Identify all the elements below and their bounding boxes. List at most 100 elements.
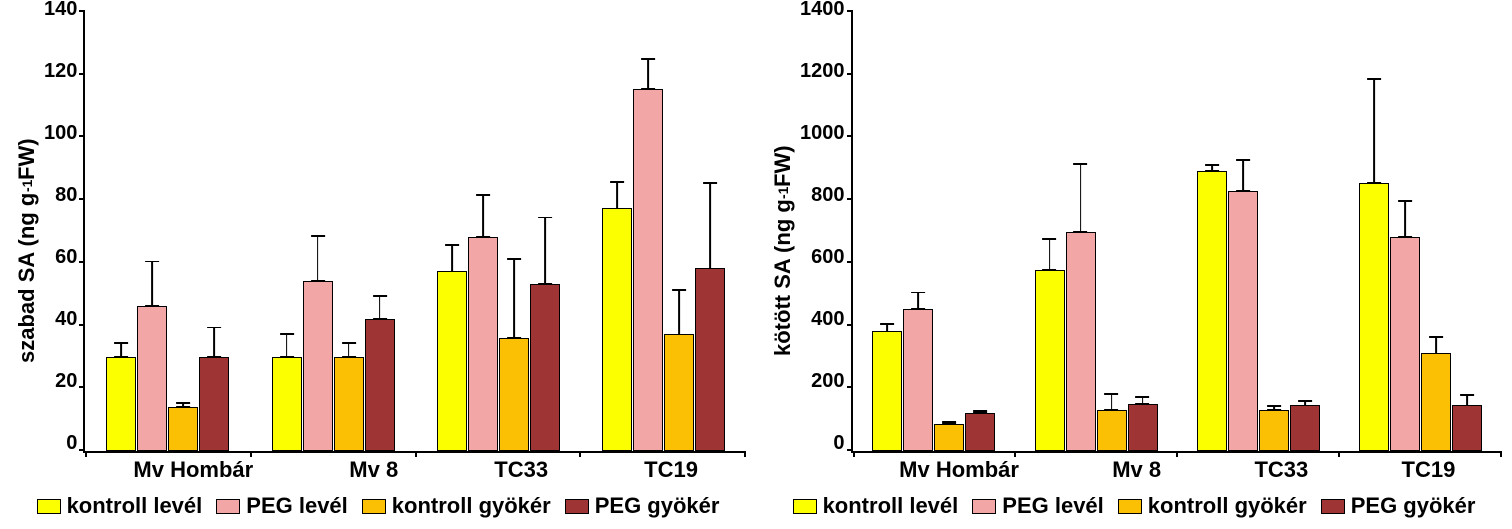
legend: kontroll levélPEG levélkontroll gyökérPE… <box>766 491 1502 519</box>
x-label: TC33 <box>1254 457 1308 483</box>
bar-group <box>601 10 725 451</box>
bar <box>1035 270 1065 451</box>
legend-swatch <box>1118 499 1142 514</box>
x-label: TC33 <box>494 457 548 483</box>
legend-label: PEG gyökér <box>595 493 720 519</box>
error-bar <box>121 342 123 357</box>
error-bar <box>1242 159 1244 192</box>
bar-groups <box>85 10 746 451</box>
x-label: Mv 8 <box>1112 457 1161 483</box>
error-bar <box>616 181 618 209</box>
y-tick-label: 140 <box>44 0 77 19</box>
error-bar <box>183 402 185 408</box>
y-tick-label: 20 <box>55 371 77 391</box>
error-bar <box>451 244 453 272</box>
bar <box>334 357 364 452</box>
bar-group <box>271 10 395 451</box>
bar <box>1128 404 1158 451</box>
y-axis-label: kötött SA (ng g-1 FW) <box>766 10 800 491</box>
x-label: Mv Hombár <box>899 457 1019 483</box>
bar <box>1197 171 1227 451</box>
bar <box>530 284 560 451</box>
y-tick-label: 40 <box>55 309 77 329</box>
legend-item: PEG gyökér <box>565 493 720 519</box>
legend-item: kontroll gyökér <box>362 493 551 519</box>
x-label: Mv 8 <box>349 457 398 483</box>
y-axis-label: szabad SA (ng g-1 FW) <box>10 10 44 491</box>
y-tick-label: 1400 <box>800 0 845 19</box>
x-label: TC19 <box>1402 457 1456 483</box>
error-bar <box>379 295 381 320</box>
chart-szabad: szabad SA (ng g-1 FW)140120100806040200M… <box>10 10 746 519</box>
bar <box>1421 353 1451 451</box>
error-bar <box>1373 78 1375 184</box>
legend-item: PEG levél <box>216 493 348 519</box>
error-bar <box>1404 200 1406 237</box>
legend-item: PEG gyökér <box>1321 493 1476 519</box>
error-bar <box>544 217 546 285</box>
x-labels: Mv Hombár Mv 8 TC33 TC19 <box>85 451 746 483</box>
bar <box>499 338 529 451</box>
legend-swatch <box>216 499 240 514</box>
error-bar <box>286 333 288 358</box>
chart-area: szabad SA (ng g-1 FW)140120100806040200M… <box>10 10 746 491</box>
bar-group <box>106 10 230 451</box>
bar-group <box>1034 10 1158 451</box>
bar <box>1390 237 1420 451</box>
x-labels: Mv Hombár Mv 8 TC33 TC19 <box>853 451 1503 483</box>
error-bar <box>1049 238 1051 271</box>
y-tick-label: 80 <box>55 185 77 205</box>
bar-group <box>1196 10 1320 451</box>
error-bar <box>647 58 649 89</box>
bar <box>365 319 395 451</box>
legend-label: kontroll levél <box>67 493 203 519</box>
x-label: Mv Hombár <box>133 457 253 483</box>
y-tick-label: 1200 <box>800 61 845 81</box>
error-bar <box>348 342 350 357</box>
error-bar <box>1435 336 1437 355</box>
bar-group <box>1359 10 1483 451</box>
legend-swatch <box>362 499 386 514</box>
legend-item: kontroll levél <box>793 493 959 519</box>
y-tick-label: 800 <box>811 185 844 205</box>
bar-group <box>872 10 996 451</box>
error-bar <box>513 258 515 338</box>
error-bar <box>1273 405 1275 411</box>
bar <box>1066 232 1096 451</box>
bar-groups <box>853 10 1503 451</box>
bar <box>633 89 663 451</box>
error-bar <box>948 421 950 425</box>
bar <box>602 208 632 451</box>
chart-kotott: kötött SA (ng g-1 FW)1400120010008006004… <box>766 10 1502 519</box>
legend-swatch <box>1321 499 1345 514</box>
error-bar <box>1142 396 1144 405</box>
error-bar <box>886 323 888 332</box>
bar <box>468 237 498 451</box>
bar <box>106 357 136 452</box>
bar <box>1359 183 1389 451</box>
bar <box>1259 410 1289 451</box>
legend-item: kontroll gyökér <box>1118 493 1307 519</box>
legend: kontroll levél PEG levél kontroll gyökér PE… <box>10 491 746 519</box>
bar <box>137 306 167 451</box>
x-label: TC19 <box>644 457 698 483</box>
y-ticks: 140120100806040200 <box>44 0 83 491</box>
legend-swatch <box>565 499 589 514</box>
plot-region: 1400120010008006004002000Mv HombárMv 8TC… <box>800 10 1502 491</box>
bar <box>303 281 333 451</box>
bar <box>272 357 302 452</box>
legend-swatch <box>972 499 996 514</box>
bar <box>1452 405 1482 451</box>
charts-container: szabad SA (ng g-1 FW)140120100806040200M… <box>0 0 1512 529</box>
error-bar <box>709 182 711 269</box>
bar <box>903 309 933 451</box>
legend-label: PEG gyökér <box>1351 493 1476 519</box>
y-tick-label: 200 <box>811 371 844 391</box>
bar <box>168 407 198 451</box>
y-tick-label: 100 <box>44 123 77 143</box>
chart-area: kötött SA (ng g-1 FW)1400120010008006004… <box>766 10 1502 491</box>
legend-label: PEG levél <box>246 493 348 519</box>
bar-group <box>436 10 560 451</box>
error-bar <box>317 235 319 282</box>
error-bar <box>979 410 981 414</box>
